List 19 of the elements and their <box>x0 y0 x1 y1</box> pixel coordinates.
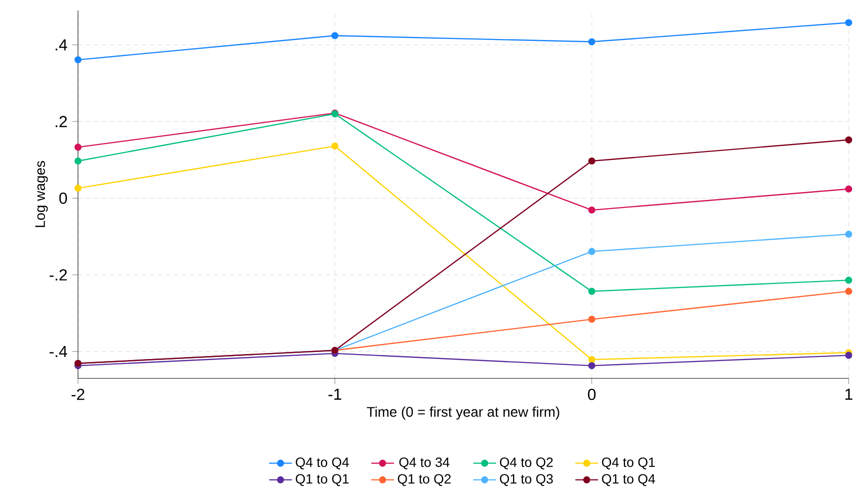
y-tick-label: 0 <box>59 192 67 204</box>
y-tick-label: -.2 <box>50 269 67 280</box>
x-tick-label: -2 <box>72 388 84 400</box>
legend-label: Q4 to Q2 <box>500 458 553 470</box>
x-tick-label: 1 <box>845 388 852 400</box>
legend-label: Q4 to Q4 <box>296 458 349 470</box>
legend-label: Q4 to Q1 <box>602 458 655 470</box>
legend-label: Q1 to Q4 <box>602 474 656 486</box>
y-axis-title: Log wages <box>35 161 48 228</box>
x-tick-label: 0 <box>588 388 596 400</box>
x-axis-title: Time (0 = first year at new firm) <box>366 406 560 420</box>
legend-label: Q1 to Q3 <box>500 474 553 486</box>
legend-label: Q4 to 34 <box>399 458 450 470</box>
y-tick-label: .2 <box>56 116 67 128</box>
legend-label: Q1 to Q1 <box>296 474 349 486</box>
y-tick-label: -.4 <box>50 346 68 358</box>
x-tick-label: -1 <box>328 388 342 400</box>
y-tick-label: .4 <box>56 39 68 50</box>
legend-label: Q1 to Q2 <box>398 474 451 486</box>
